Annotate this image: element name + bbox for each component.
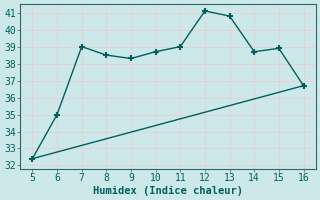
X-axis label: Humidex (Indice chaleur): Humidex (Indice chaleur) xyxy=(93,186,243,196)
